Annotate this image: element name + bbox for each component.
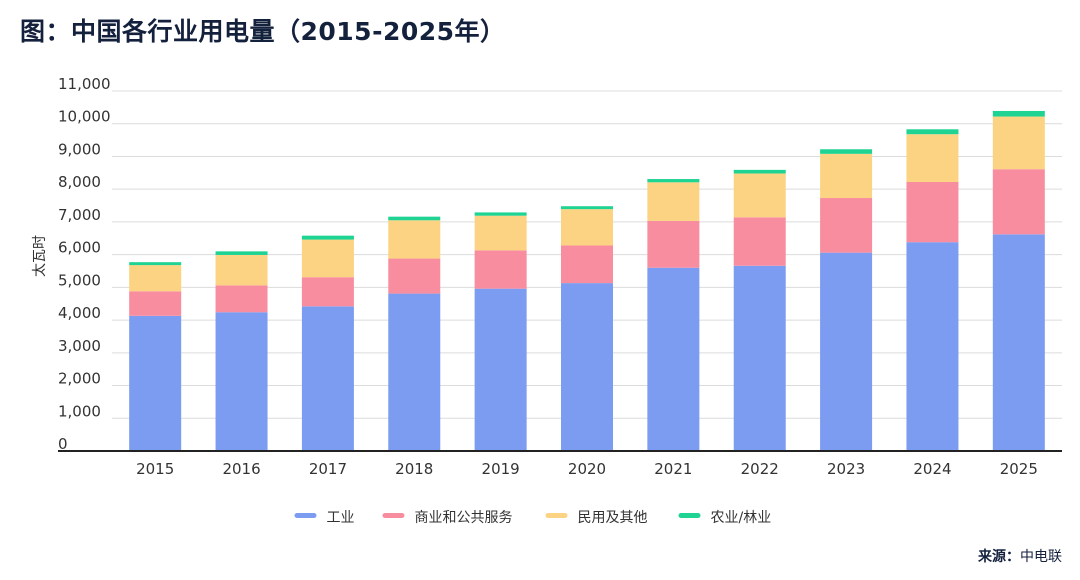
bar-segment [301,306,354,451]
y-tick-label: 2,000 [58,370,101,388]
bar-segment [474,212,527,216]
x-tick-label: 2022 [741,460,779,478]
y-axis-label: 太瓦时 [32,235,48,277]
y-axis-ticks: 0 1,000 2,000 3,000 4,000 5,000 6,000 7,000 8,00… [58,75,111,453]
y-tick-label: 1,000 [58,402,101,420]
bar-segment [992,234,1045,451]
bar-segment [474,250,527,289]
bar-segment [215,251,268,255]
y-tick-label: 11,000 [58,75,111,93]
bar-segment [388,258,441,294]
bar-segment [820,198,873,253]
bar-segment [129,291,182,316]
bar-segment [733,169,786,174]
bar-segment [129,262,182,266]
bar-segment [215,285,268,313]
bar-segment [906,134,959,182]
bar-segment [647,267,700,451]
source-value: 中电联 [1020,549,1062,565]
bar-segment [992,116,1045,170]
bars [129,110,1045,451]
y-tick-label: 6,000 [58,239,101,257]
x-tick-label: 2021 [654,460,692,478]
source-note: 来源：中电联 [978,546,1062,566]
bar-segment [647,182,700,221]
x-tick-label: 2025 [1000,460,1038,478]
bar-segment [733,265,786,451]
legend: 工业 商业和公共服务 民用及其他 农业/林业 [294,510,772,526]
bar-segment [301,239,354,278]
bar-segment [129,265,182,292]
legend-swatch [294,513,317,518]
legend-swatch [382,513,405,518]
bar-segment [733,173,786,218]
bar-segment [906,129,959,135]
bar-segment [992,110,1045,117]
bar-segment [820,149,873,154]
y-tick-label: 0 [58,435,68,453]
y-tick-label: 8,000 [58,173,101,191]
bar-segment [561,283,613,451]
bar-segment [215,254,268,286]
bar-segment [906,242,959,451]
bar-segment [388,293,441,451]
bar-segment [301,235,354,240]
bar-segment [388,216,441,221]
x-tick-label: 2018 [395,460,433,478]
chart-title: 图：中国各行业用电量（2015-2025年） [20,17,506,46]
x-axis-ticks: 2015 2016 2017 2018 2019 2020 2021 2022 2023 2024… [136,460,1038,478]
bar-segment [561,206,613,210]
legend-label: 农业/林业 [711,510,772,526]
bar-segment [301,277,354,307]
y-tick-label: 9,000 [58,140,101,158]
x-tick-label: 2019 [482,460,520,478]
bar-segment [474,215,527,251]
y-tick-label: 4,000 [58,304,101,322]
bar-segment [992,169,1045,235]
legend-label: 民用及其他 [578,510,648,526]
bar-segment [820,153,873,199]
bar-segment [129,315,182,451]
x-tick-label: 2017 [309,460,347,478]
legend-swatch [545,513,568,518]
legend-swatch [678,513,701,518]
bar-segment [388,220,441,259]
x-tick-label: 2016 [222,460,260,478]
bar-segment [474,288,527,451]
bar-segment [561,209,613,246]
y-tick-label: 10,000 [58,108,111,126]
bar-segment [647,220,700,268]
x-tick-label: 2023 [827,460,865,478]
legend-label: 工业 [327,510,355,526]
y-tick-label: 7,000 [58,206,101,224]
x-tick-label: 2020 [568,460,606,478]
x-tick-label: 2024 [913,460,951,478]
bar-segment [647,179,700,183]
y-tick-label: 3,000 [58,337,101,355]
bar-segment [820,252,873,451]
source-label: 来源： [978,549,1020,565]
bar-segment [733,217,786,266]
x-tick-label: 2015 [136,460,174,478]
y-tick-label: 5,000 [58,271,101,289]
bar-segment [215,312,268,451]
bar-segment [561,245,613,284]
bar-segment [906,181,959,243]
legend-label: 商业和公共服务 [415,510,513,526]
